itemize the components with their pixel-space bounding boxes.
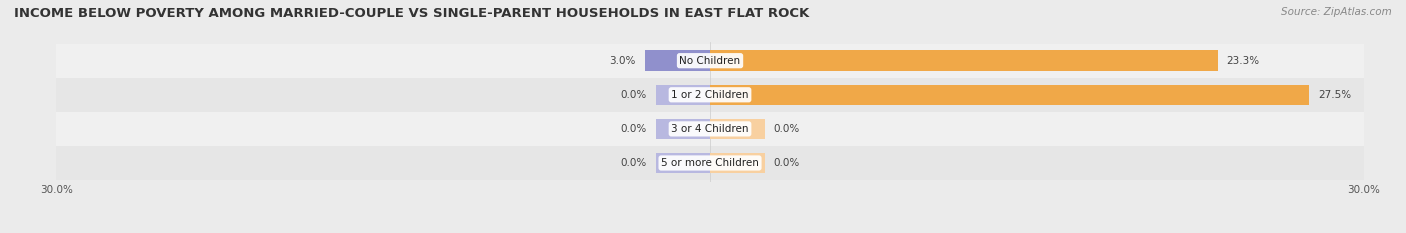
Text: 0.0%: 0.0% (620, 158, 647, 168)
Text: 0.0%: 0.0% (773, 158, 800, 168)
Text: 0.0%: 0.0% (620, 124, 647, 134)
Bar (56, 146, 1364, 180)
Bar (56, 78, 1364, 112)
Text: 3 or 4 Children: 3 or 4 Children (671, 124, 749, 134)
Text: 0.0%: 0.0% (773, 124, 800, 134)
Bar (56, 112, 1364, 146)
Text: 23.3%: 23.3% (1226, 56, 1260, 66)
Bar (655, 153, 710, 173)
Bar (710, 119, 765, 139)
Bar (56, 44, 1364, 78)
Bar (710, 85, 1309, 105)
Text: INCOME BELOW POVERTY AMONG MARRIED-COUPLE VS SINGLE-PARENT HOUSEHOLDS IN EAST FL: INCOME BELOW POVERTY AMONG MARRIED-COUPL… (14, 7, 810, 20)
Text: 27.5%: 27.5% (1317, 90, 1351, 100)
Bar (655, 85, 710, 105)
Bar (655, 119, 710, 139)
Text: 5 or more Children: 5 or more Children (661, 158, 759, 168)
Text: 3.0%: 3.0% (610, 56, 636, 66)
Text: 1 or 2 Children: 1 or 2 Children (671, 90, 749, 100)
Text: 0.0%: 0.0% (620, 90, 647, 100)
Bar (644, 51, 710, 71)
Text: No Children: No Children (679, 56, 741, 66)
Bar (710, 153, 765, 173)
Text: Source: ZipAtlas.com: Source: ZipAtlas.com (1281, 7, 1392, 17)
Bar (710, 51, 1218, 71)
